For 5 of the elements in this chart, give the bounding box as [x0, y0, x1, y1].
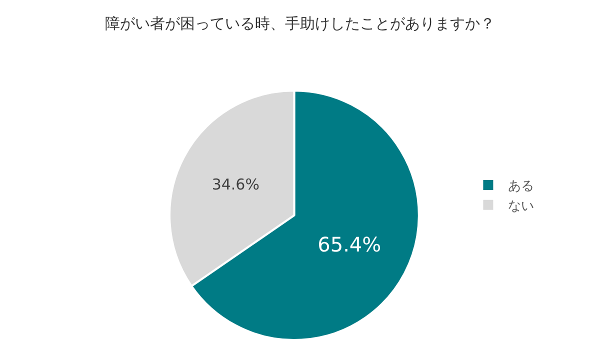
- legend-label: ある: [508, 179, 534, 194]
- data-label: 65.4%: [318, 232, 382, 256]
- data-label: 34.6%: [212, 176, 260, 194]
- legend-label: ない: [508, 198, 534, 214]
- chart-title: 障がい者が困っている時、手助けしたことがありますか？: [105, 14, 495, 32]
